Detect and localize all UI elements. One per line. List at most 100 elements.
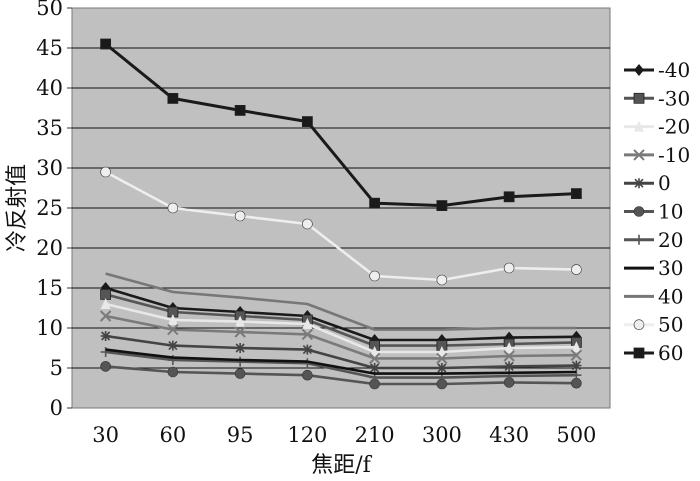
data-point xyxy=(100,331,111,341)
data-point xyxy=(570,349,583,361)
y-tick-label: 25 xyxy=(36,196,63,220)
data-point xyxy=(369,197,381,209)
data-point xyxy=(369,270,380,282)
legend-marker xyxy=(633,206,645,217)
data-point xyxy=(571,264,582,275)
legend-item: -30 xyxy=(624,86,690,110)
x-tick-label: 210 xyxy=(355,423,395,447)
legend-item: -20 xyxy=(624,115,690,139)
series-10 xyxy=(100,361,582,390)
legend-marker xyxy=(634,234,644,245)
data-point xyxy=(234,210,246,222)
legend-item: 30 xyxy=(624,256,683,280)
legend-label: -30 xyxy=(658,86,690,110)
data-point xyxy=(504,342,515,353)
legend-item: 60 xyxy=(624,341,683,365)
data-point xyxy=(100,38,112,50)
data-point xyxy=(167,93,179,104)
legend-item: 40 xyxy=(624,284,683,308)
x-tick-label: 430 xyxy=(489,423,529,447)
legend-item: 0 xyxy=(624,171,671,195)
x-axis-title: 焦距/f xyxy=(311,453,372,478)
data-point xyxy=(571,341,582,353)
series-line xyxy=(105,350,577,379)
y-tick-label: 45 xyxy=(36,36,63,60)
data-point xyxy=(571,360,582,371)
legend-marker xyxy=(634,64,644,76)
legend-item: -40 xyxy=(624,58,690,82)
data-point xyxy=(301,328,314,341)
x-tick-labels: 30 60 95 120 210 300 430 500 xyxy=(92,423,596,447)
y-tick-labels: 0 5 10 15 20 25 30 35 40 45 50 xyxy=(36,0,63,420)
legend-label: 50 xyxy=(658,313,683,337)
data-point xyxy=(167,366,179,378)
series--10 xyxy=(99,310,583,365)
data-point xyxy=(503,262,515,274)
legend-item: 20 xyxy=(624,228,683,252)
data-point xyxy=(100,361,111,372)
x-tick-label: 500 xyxy=(556,423,596,447)
legend-marker xyxy=(633,149,645,161)
y-tick-label: 15 xyxy=(36,276,63,300)
x-tick-label: 95 xyxy=(227,423,254,447)
data-point xyxy=(368,352,381,365)
legend-label: 60 xyxy=(658,341,683,365)
data-point xyxy=(234,105,246,116)
data-point xyxy=(167,340,178,351)
legend-item: 50 xyxy=(624,313,683,337)
gridlines xyxy=(67,7,610,409)
series-line xyxy=(105,293,577,347)
data-point xyxy=(436,200,448,212)
data-point xyxy=(301,116,313,127)
data-point xyxy=(234,326,246,338)
series-0 xyxy=(100,331,582,373)
data-point xyxy=(369,346,380,357)
legend-marker xyxy=(634,120,644,132)
data-point xyxy=(99,310,112,322)
data-point xyxy=(503,191,515,203)
legend-label: 20 xyxy=(658,228,683,252)
series-line xyxy=(105,302,577,354)
legend-label: -40 xyxy=(658,58,690,82)
data-point xyxy=(369,363,380,373)
y-tick-label: 10 xyxy=(36,316,63,340)
legend-marker xyxy=(633,347,645,359)
legend-item: 10 xyxy=(624,200,683,224)
data-point xyxy=(167,202,179,214)
y-tick-label: 5 xyxy=(50,356,63,380)
series--20 xyxy=(100,298,582,357)
y-tick-label: 30 xyxy=(36,156,63,180)
data-point xyxy=(503,350,515,362)
y-tick-label: 20 xyxy=(36,236,63,260)
y-tick-label: 0 xyxy=(50,396,63,420)
data-point xyxy=(571,370,582,381)
series-50 xyxy=(100,166,582,286)
series-line xyxy=(105,286,577,342)
data-point xyxy=(436,363,447,373)
data-point xyxy=(235,343,246,353)
series-lines xyxy=(99,38,583,390)
legend-label: 10 xyxy=(658,200,683,224)
y-tick-label: 50 xyxy=(36,0,63,20)
x-tick-label: 120 xyxy=(287,423,327,447)
data-point xyxy=(100,298,111,309)
data-point xyxy=(436,352,448,365)
y-tick-label: 35 xyxy=(36,116,63,140)
legend-marker xyxy=(633,92,645,104)
legend-label: -20 xyxy=(658,115,690,139)
data-point xyxy=(100,347,111,357)
data-point xyxy=(504,361,515,372)
series-60 xyxy=(100,38,582,212)
data-point xyxy=(235,356,246,367)
series-line xyxy=(104,42,577,208)
data-point xyxy=(302,344,313,355)
series-40 xyxy=(105,272,577,331)
y-tick-label: 40 xyxy=(36,76,63,100)
series-line xyxy=(105,348,577,375)
data-point xyxy=(302,318,313,329)
legend-label: 40 xyxy=(658,284,683,308)
legend: -40 -30 -20 -10 0 10 20 30 40 50 60 xyxy=(624,58,690,365)
data-point xyxy=(570,188,582,200)
legend-item: -10 xyxy=(624,143,690,167)
